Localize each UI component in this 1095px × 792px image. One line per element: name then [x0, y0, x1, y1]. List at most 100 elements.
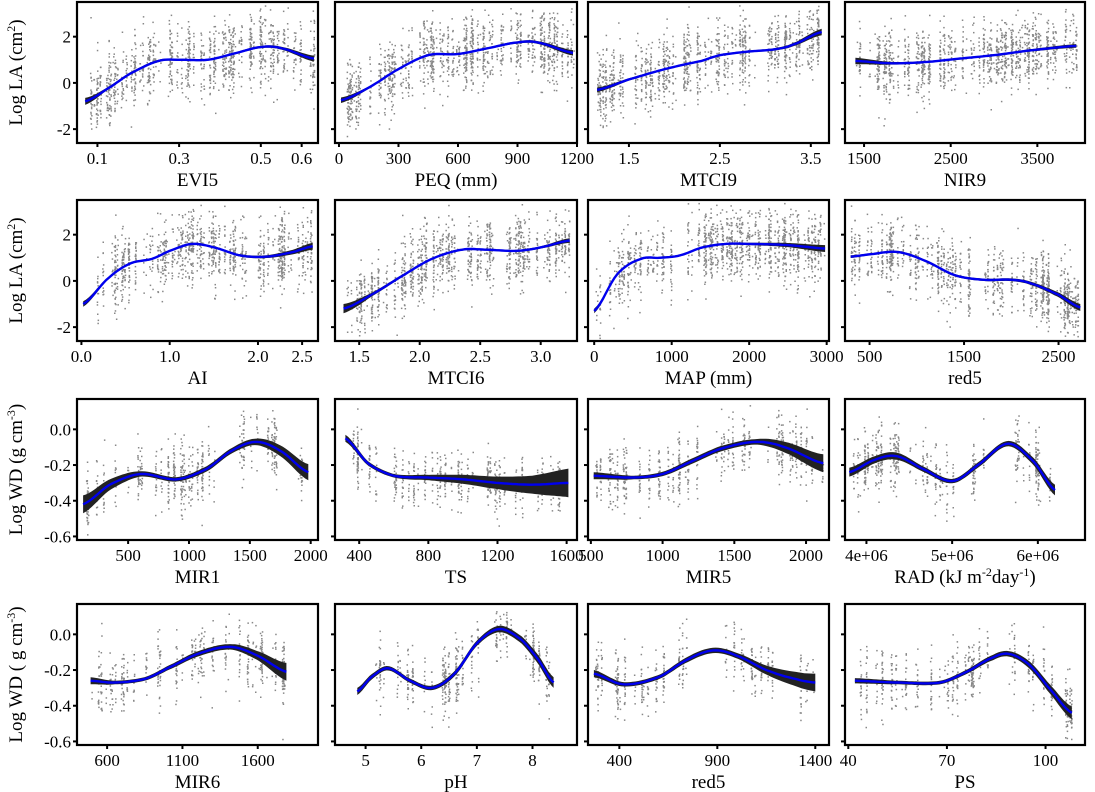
data-point: [817, 22, 819, 24]
data-point: [299, 21, 302, 23]
data-point: [658, 83, 660, 85]
data-point: [260, 62, 262, 65]
data-point: [888, 65, 890, 67]
data-point: [744, 37, 746, 39]
data-point: [200, 64, 202, 66]
data-point: [686, 82, 688, 84]
data-point: [1034, 16, 1037, 19]
data-point: [771, 35, 773, 38]
data-point: [531, 37, 534, 40]
data-point: [181, 87, 183, 90]
data-point: [222, 41, 224, 43]
data-point: [650, 61, 652, 64]
data-point: [971, 53, 973, 55]
data-point: [531, 42, 533, 45]
data-point: [1000, 49, 1003, 51]
smooth-line: [84, 45, 315, 103]
data-point: [370, 80, 372, 82]
data-point: [1046, 78, 1049, 80]
data-point: [727, 65, 730, 67]
data-point: [939, 73, 941, 75]
data-point: [999, 28, 1002, 30]
data-point: [464, 57, 467, 59]
data-point: [723, 65, 726, 67]
data-point: [130, 59, 133, 62]
data-point: [431, 45, 434, 47]
data-point: [249, 54, 251, 57]
data-point: [393, 86, 395, 88]
data-point: [889, 73, 892, 75]
data-point: [744, 55, 747, 57]
data-point: [813, 29, 815, 32]
data-point: [519, 51, 522, 53]
data-point: [133, 89, 136, 92]
data-point: [153, 81, 155, 83]
data-point: [686, 33, 689, 36]
data-point: [355, 78, 358, 80]
data-point: [641, 65, 643, 68]
data-point: [228, 46, 230, 49]
data-point: [106, 82, 108, 84]
data-point: [665, 50, 667, 52]
data-point: [928, 77, 930, 79]
data-point: [818, 42, 820, 44]
data-point: [213, 59, 216, 62]
data-point: [452, 60, 454, 63]
data-point: [605, 76, 607, 78]
data-point: [548, 25, 551, 27]
data-point: [225, 39, 227, 41]
data-point: [1011, 39, 1013, 42]
data-point: [1005, 67, 1008, 69]
data-point: [402, 58, 404, 60]
data-point: [149, 49, 151, 51]
data-point: [774, 59, 776, 61]
data-point: [954, 47, 957, 50]
data-point: [650, 53, 652, 55]
data-point: [671, 108, 674, 110]
data-point: [222, 68, 224, 71]
data-point: [483, 42, 485, 45]
data-point: [915, 91, 918, 94]
data-point: [995, 45, 998, 48]
data-point: [562, 42, 564, 45]
data-point: [277, 73, 279, 75]
data-point: [1052, 78, 1055, 81]
data-point: [542, 72, 545, 74]
data-point: [672, 92, 675, 94]
data-point: [282, 41, 284, 43]
data-point: [357, 121, 360, 124]
data-point: [126, 84, 128, 86]
data-point: [470, 55, 472, 58]
data-point: [858, 70, 861, 72]
data-point: [272, 32, 274, 35]
data-point: [484, 58, 486, 61]
data-point: [200, 50, 202, 52]
data-point: [908, 43, 910, 46]
data-point: [776, 60, 779, 63]
data-point: [96, 121, 98, 123]
data-point: [567, 61, 569, 64]
data-point: [817, 36, 820, 39]
data-point: [996, 30, 998, 32]
data-point: [748, 64, 750, 67]
data-point: [431, 60, 433, 62]
data-point: [447, 51, 449, 54]
data-point: [716, 52, 718, 55]
data-point: [277, 57, 279, 59]
data-point: [647, 43, 650, 46]
data-point: [214, 37, 216, 40]
data-point: [110, 95, 113, 98]
data-point: [380, 53, 382, 56]
data-point: [610, 95, 613, 98]
data-point: [739, 44, 741, 46]
data-point: [541, 27, 543, 29]
data-point: [553, 37, 555, 40]
data-point: [982, 47, 984, 50]
data-point: [774, 64, 776, 66]
data-point: [640, 69, 642, 72]
data-point: [358, 102, 360, 105]
data-point: [100, 113, 102, 115]
data-point: [859, 86, 862, 88]
data-point: [482, 90, 485, 92]
data-point: [543, 70, 546, 73]
